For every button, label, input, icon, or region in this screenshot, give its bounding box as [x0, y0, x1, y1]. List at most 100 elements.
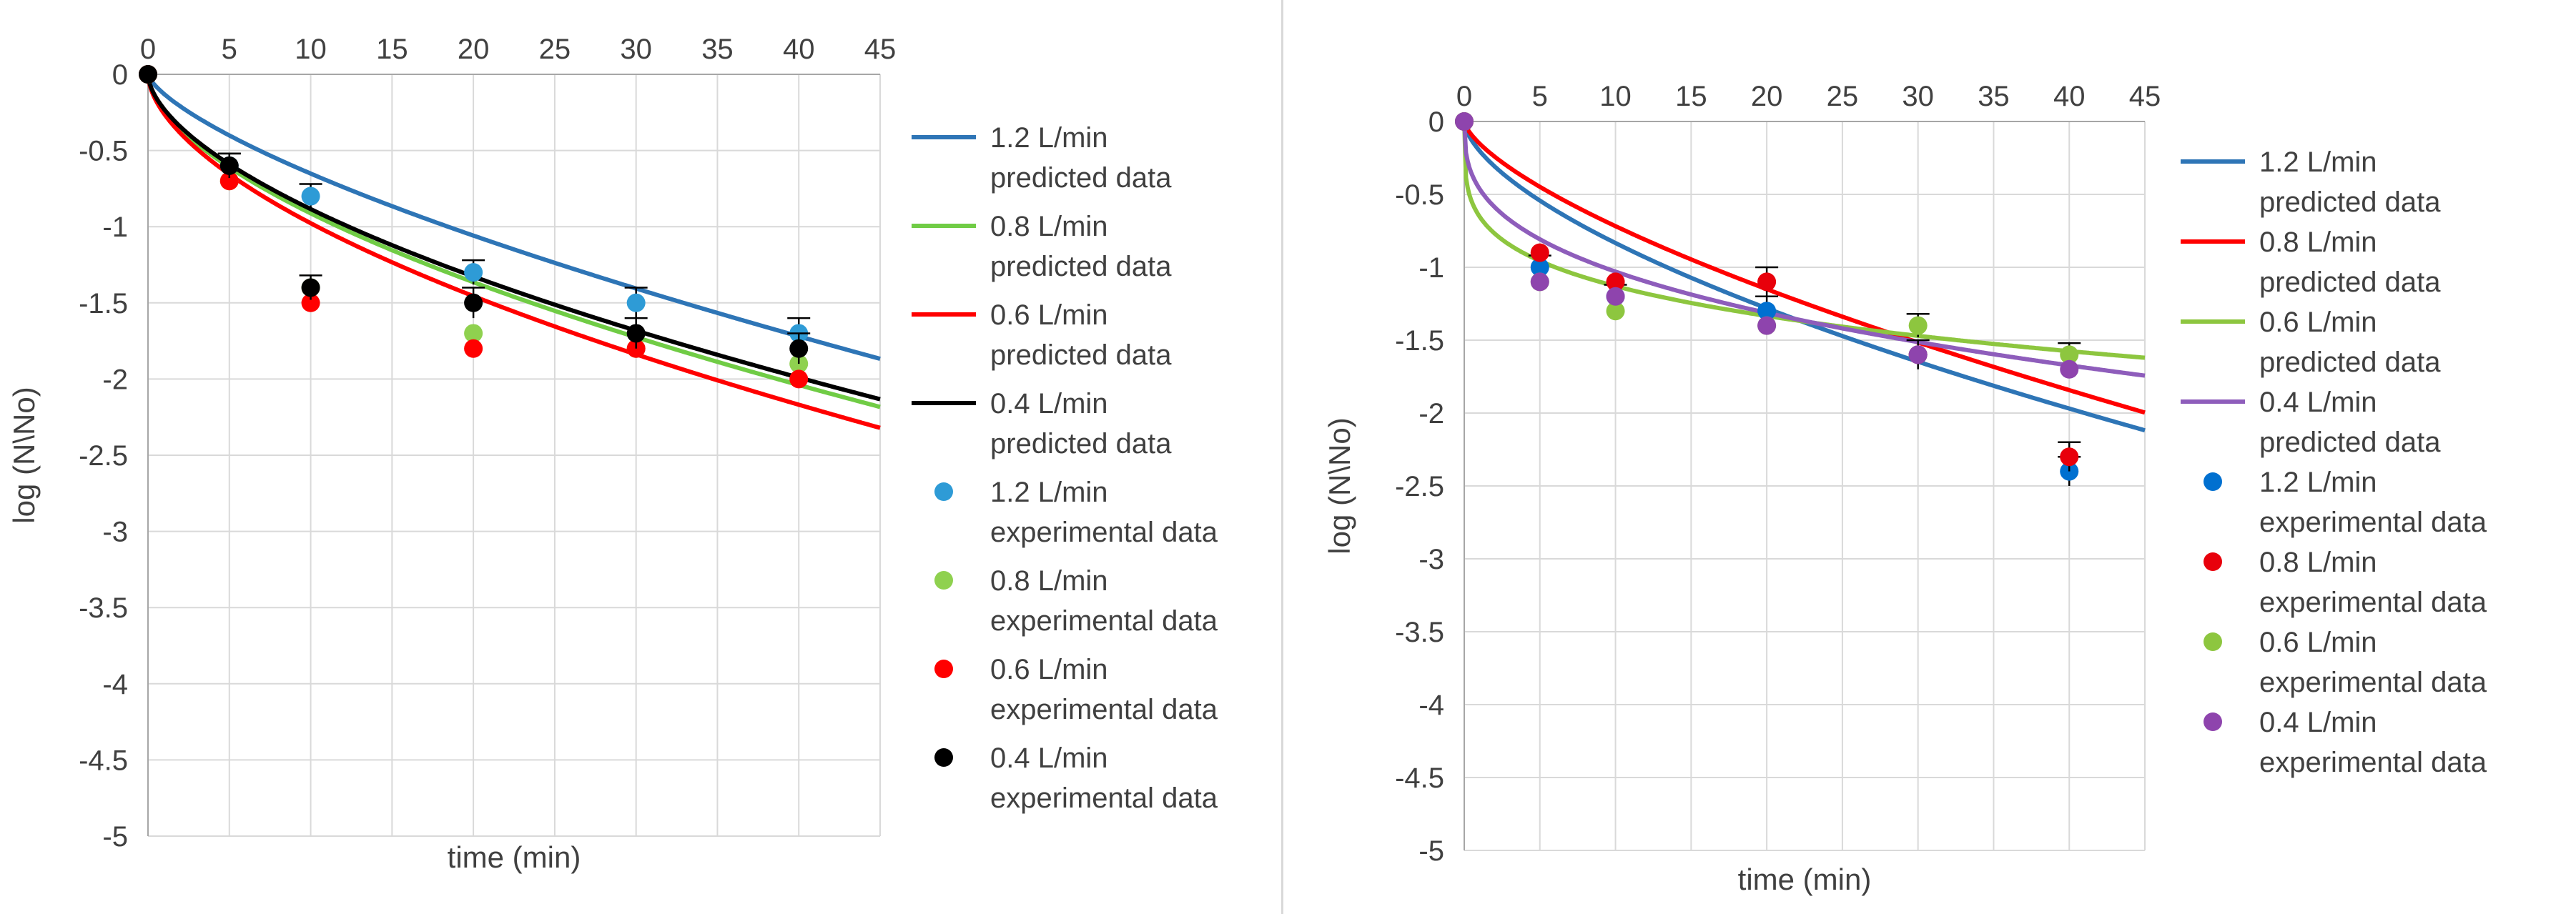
chart-panel-2: 0 5 10 15 20 25 30 35 40 45 0 -0.5 -1 -1.5 -2 -2.5 -3 -3.… — [1323, 81, 2487, 896]
x-tick-label: 0 — [140, 34, 156, 65]
legend-sublabel: experimental data — [2259, 587, 2487, 618]
legend-label: 0.8 L/min — [2259, 227, 2377, 258]
x-tick-label: 5 — [222, 34, 237, 65]
legend-sublabel: predicted data — [2259, 347, 2441, 378]
x-tick-label: 15 — [376, 34, 408, 65]
predicted-line-2 — [1462, 121, 2146, 415]
data-point-2 — [1606, 272, 1625, 292]
y-tick-label: -1.5 — [1395, 325, 1444, 357]
data-point-2 — [1757, 272, 1777, 292]
data-point-2 — [464, 324, 483, 343]
legend-label: 0.6 L/min — [2259, 627, 2377, 658]
data-point-3 — [789, 369, 809, 389]
legend-marker-swatch — [2204, 632, 2222, 651]
predicted-line-4 — [1462, 121, 2146, 378]
data-point-3 — [301, 293, 320, 312]
legend-sublabel: predicted data — [990, 339, 1172, 371]
legend-label: 1.2 L/min — [990, 477, 1108, 508]
x-tick-label: 35 — [1978, 81, 2010, 112]
y-tick-label: -1.5 — [79, 288, 128, 319]
predicted-line-2 — [146, 74, 881, 409]
data-point-4 — [1455, 112, 1474, 131]
data-point-3 — [219, 172, 239, 191]
data-point-1 — [626, 293, 646, 312]
data-point-4 — [2060, 359, 2079, 379]
legend-label: 0.8 L/min — [2259, 547, 2377, 578]
legend-label: 0.6 L/min — [990, 654, 1108, 685]
x-tick-label: 20 — [1751, 81, 1783, 112]
legend-label: 0.4 L/min — [2259, 707, 2377, 738]
legend-sublabel: experimental data — [2259, 747, 2487, 778]
legend-sublabel: experimental data — [2259, 507, 2487, 538]
x-tick-label: 25 — [1827, 81, 1859, 112]
legend-marker-swatch — [2204, 712, 2222, 731]
legend-label: 0.6 L/min — [990, 299, 1108, 331]
legend-marker-swatch — [934, 660, 953, 678]
y-tick-label: -2.5 — [79, 440, 128, 472]
y-tick-label: -5 — [102, 821, 128, 853]
x-tick-label: 25 — [539, 34, 571, 65]
legend-sublabel: predicted data — [2259, 187, 2441, 218]
x-tick-label: 30 — [620, 34, 652, 65]
data-point-4 — [1757, 316, 1777, 335]
y-axis-title: log (N\No) — [1323, 417, 1356, 554]
x-tick-label: 30 — [1902, 81, 1934, 112]
x-axis-title: time (min) — [448, 840, 581, 874]
x-tick-label: 15 — [1675, 81, 1707, 112]
legend-sublabel: predicted data — [2259, 267, 2441, 298]
y-tick-label: -0.5 — [1395, 179, 1444, 211]
x-tick-label: 40 — [783, 34, 815, 65]
legend-sublabel: experimental data — [990, 694, 1218, 725]
data-point-4 — [626, 324, 646, 343]
x-tick-label: 10 — [1599, 81, 1632, 112]
legend-label: 0.8 L/min — [990, 565, 1108, 597]
y-tick-label: -2.5 — [1395, 471, 1444, 502]
y-tick-label: 0 — [112, 59, 128, 91]
chart-panel-1: 0 5 10 15 20 25 30 35 40 45 0 -0.5 -1 -1.5 -2 -2.5 -3 -3.… — [7, 34, 1218, 874]
data-point-1 — [1530, 258, 1549, 277]
legend-label: 0.4 L/min — [990, 388, 1108, 419]
data-point-1 — [301, 187, 320, 206]
legend-label: 0.4 L/min — [990, 742, 1108, 774]
data-point-3 — [1606, 302, 1625, 321]
y-tick-label: -4.5 — [79, 745, 128, 776]
predicted-line-3 — [146, 74, 881, 430]
data-point-3 — [464, 339, 483, 358]
data-point-4 — [789, 339, 809, 358]
y-axis-title: log (N\No) — [7, 387, 41, 523]
y-tick-label: -2 — [1418, 398, 1444, 429]
data-point-3 — [1908, 316, 1928, 335]
data-point-4 — [301, 278, 320, 297]
y-tick-label: -3 — [1418, 544, 1444, 575]
y-tick-label: -1 — [102, 212, 128, 243]
y-tick-label: -3.5 — [1395, 617, 1444, 648]
data-point-4 — [139, 65, 157, 84]
y-tick-label: -0.5 — [79, 136, 128, 167]
legend-label: 0.8 L/min — [990, 211, 1108, 242]
data-point-1 — [464, 263, 483, 282]
y-tick-label: -3.5 — [79, 592, 128, 624]
x-tick-label: 10 — [295, 34, 327, 65]
data-point-4 — [1606, 287, 1625, 306]
legend-marker-swatch — [934, 482, 953, 501]
legend-label: 1.2 L/min — [2259, 146, 2377, 178]
y-tick-label: -5 — [1418, 835, 1444, 867]
legend-marker-swatch — [2204, 472, 2222, 491]
x-tick-label: 35 — [701, 34, 734, 65]
x-tick-label: 0 — [1456, 81, 1472, 112]
data-point-2 — [1530, 243, 1549, 262]
legend-sublabel: predicted data — [990, 428, 1172, 460]
data-point-4 — [1908, 345, 1928, 364]
x-tick-label: 45 — [864, 34, 897, 65]
legend-sublabel: predicted data — [2259, 427, 2441, 458]
predicted-line-4 — [146, 74, 881, 402]
legend-label: 1.2 L/min — [990, 122, 1108, 154]
legend-sublabel: predicted data — [990, 251, 1172, 282]
legend-sublabel: experimental data — [990, 517, 1218, 548]
y-tick-label: -2 — [102, 364, 128, 395]
y-tick-label: -4.5 — [1395, 763, 1444, 794]
x-axis-title: time (min) — [1738, 863, 1872, 896]
legend-label: 0.6 L/min — [2259, 307, 2377, 338]
